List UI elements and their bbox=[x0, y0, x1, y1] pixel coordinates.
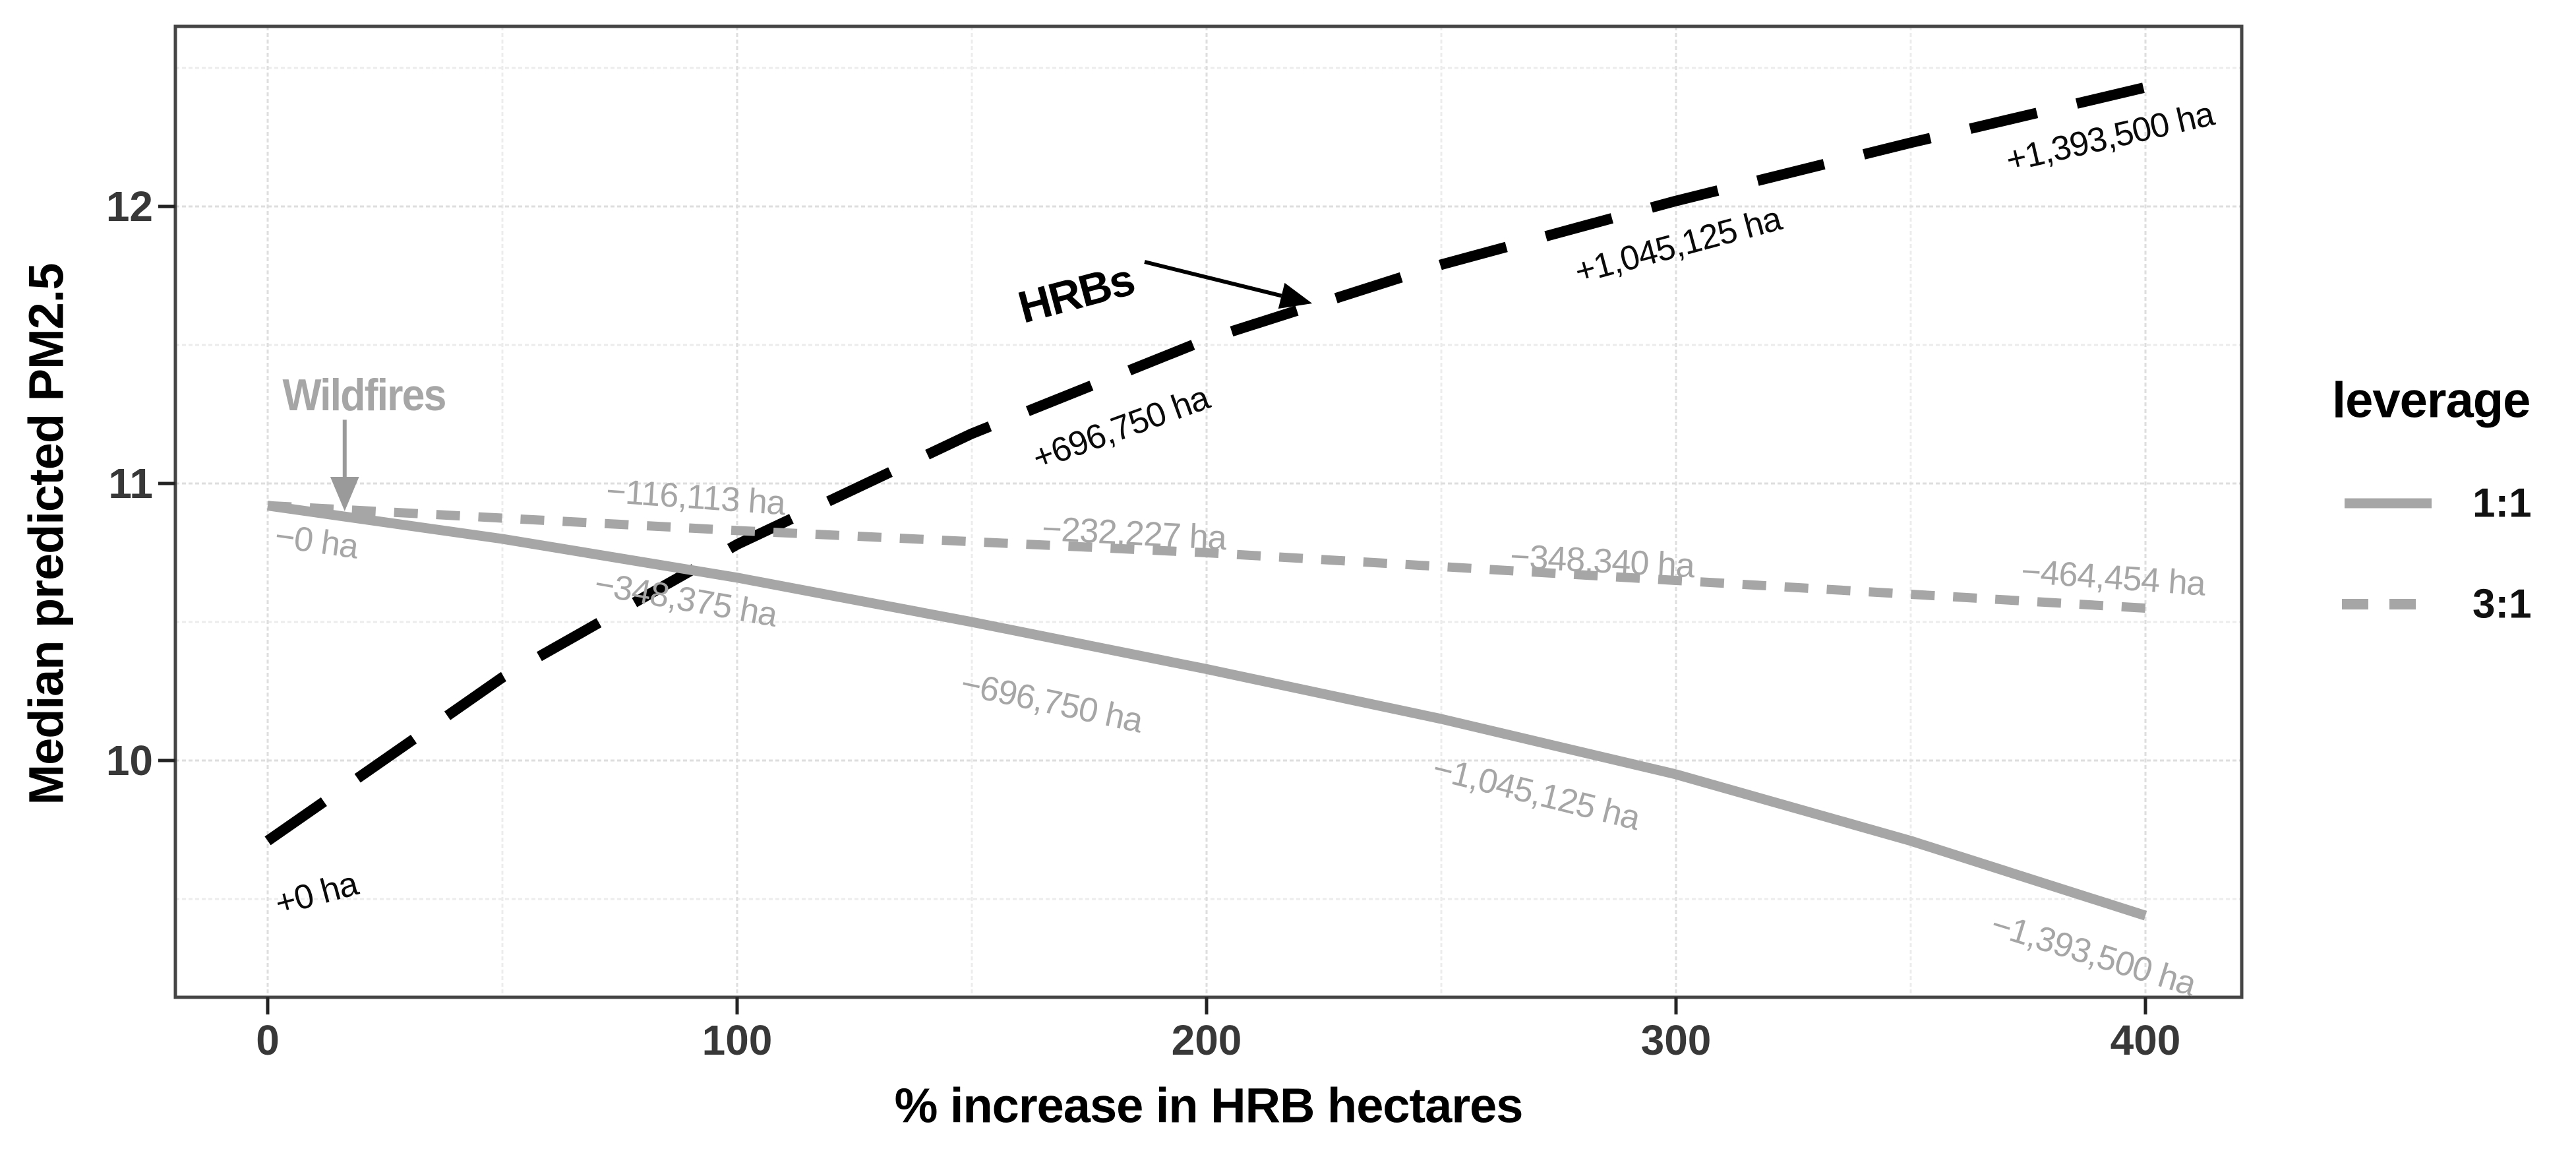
y-tick-label: 11 bbox=[108, 460, 153, 507]
legend-label-1-1: 1:1 bbox=[2472, 480, 2532, 526]
x-tick-label: 400 bbox=[2110, 1016, 2181, 1064]
series-line-hrbs bbox=[264, 82, 2147, 846]
x-tick-label: 200 bbox=[1171, 1016, 1242, 1064]
wildfires-arrow-head bbox=[330, 477, 359, 511]
legend-title: leverage bbox=[2332, 372, 2531, 429]
y-tick-label: 10 bbox=[105, 737, 153, 784]
x-tick-label: 0 bbox=[256, 1016, 280, 1064]
series-line-wildfires-1-1 bbox=[266, 501, 2147, 921]
x-axis-title: % increase in HRB hectares bbox=[894, 1078, 1524, 1133]
wildfires-annotation-label: Wildfires bbox=[282, 370, 446, 420]
legend-label-3-1: 3:1 bbox=[2472, 581, 2532, 627]
legend-swatch-3-1 bbox=[2342, 599, 2416, 609]
hrbs-arrow-shaft bbox=[1144, 260, 1282, 298]
series-line-wildfires-3-1 bbox=[267, 501, 2146, 613]
legend-swatch-1-1 bbox=[2345, 498, 2432, 509]
hrbs-arrow-head bbox=[1278, 282, 1313, 309]
panel-border bbox=[173, 24, 2244, 999]
x-tick-label: 100 bbox=[702, 1016, 773, 1064]
y-axis-title: Median predicted PM2.5 bbox=[18, 263, 74, 805]
y-tick-label: 12 bbox=[105, 183, 153, 230]
x-tick-label: 300 bbox=[1640, 1016, 1712, 1064]
